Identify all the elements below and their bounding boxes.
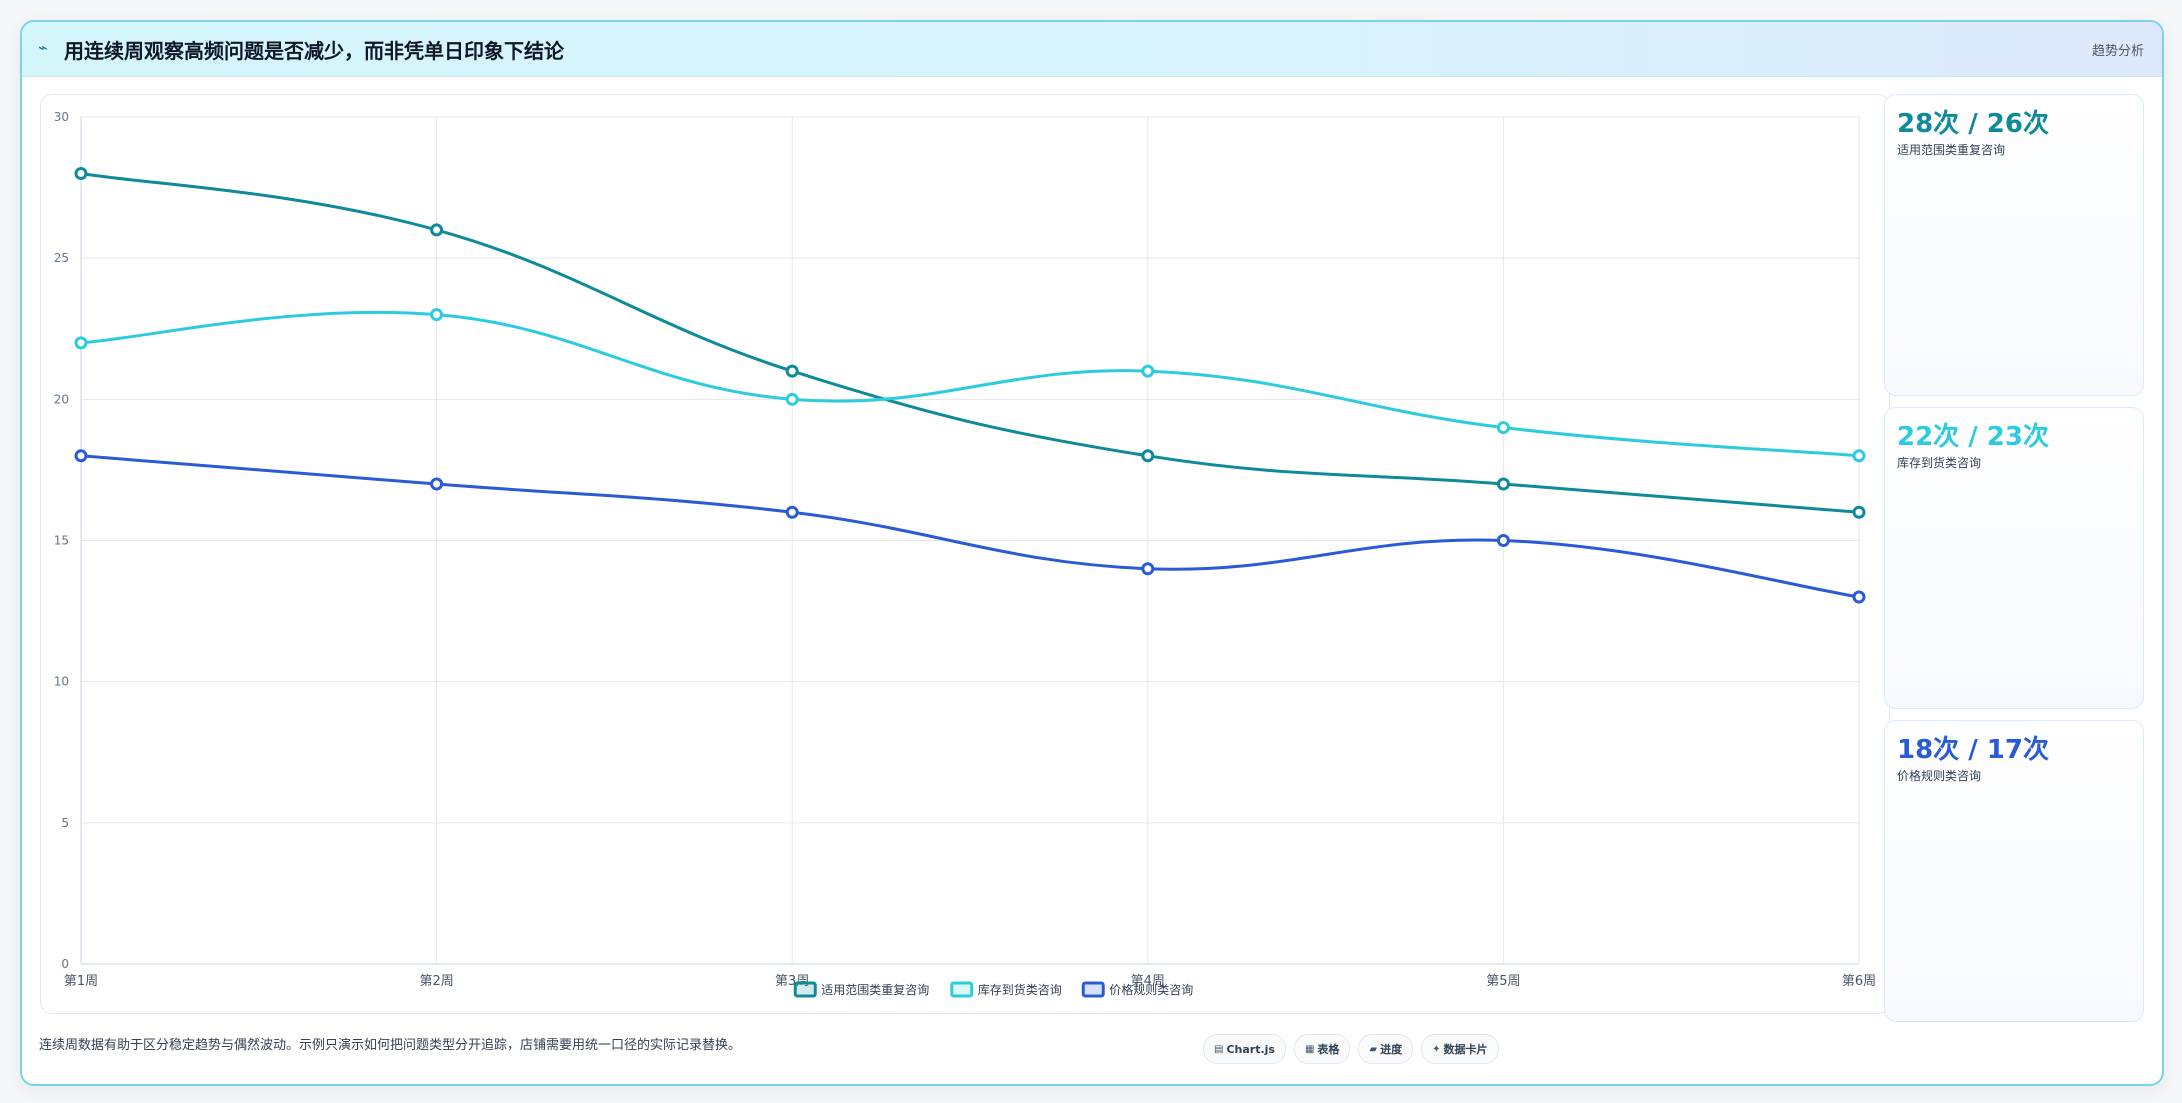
- chart-icon: ▤: [1214, 1043, 1224, 1055]
- stat-card-price: 18次 / 17次 价格规则类咨询: [1884, 720, 2144, 1022]
- dashboard-frame: ⌁ 用连续周观察高频问题是否减少，而非凭单日印象下结论 趋势分析 0 5 10 15 2…: [20, 20, 2164, 1086]
- progress-button[interactable]: ▰ 进度: [1358, 1034, 1414, 1064]
- y-tick-label: 5: [61, 816, 69, 830]
- x-tick-label: 第3周: [775, 974, 809, 989]
- series-line-3: [80, 454, 1860, 599]
- chartjs-button[interactable]: ▤ Chart.js: [1203, 1034, 1286, 1064]
- x-tick-label: 第4周: [1131, 974, 1165, 989]
- data-point: [1852, 449, 1866, 463]
- footer-button-group: ▤ Chart.js ▦ 表格 ▰ 进度 ✦ 数据卡片: [1203, 1034, 1499, 1064]
- y-tick-label: 0: [61, 957, 69, 971]
- stat-card-stock: 22次 / 23次 库存到货类咨询: [1884, 407, 2144, 709]
- data-point: [1496, 421, 1510, 435]
- button-label: 进度: [1380, 1043, 1403, 1056]
- legend-swatch: [793, 981, 817, 998]
- legend-label: 价格规则类咨询: [1109, 982, 1193, 997]
- page-title: 用连续周观察高频问题是否减少，而非凭单日印象下结论: [64, 39, 564, 63]
- data-point: [785, 505, 799, 519]
- trend-chart-icon: ⌁: [38, 38, 48, 57]
- y-tick-label: 15: [54, 534, 69, 548]
- stat-value: 18次 / 17次: [1897, 735, 2049, 765]
- table-button[interactable]: ▦ 表格: [1293, 1034, 1351, 1064]
- legend-label: 适用范围类重复咨询: [821, 982, 929, 997]
- data-point: [1852, 590, 1866, 604]
- table-icon: ▦: [1304, 1043, 1315, 1055]
- data-point: [74, 166, 88, 180]
- data-card-button[interactable]: ✦ 数据卡片: [1421, 1034, 1499, 1064]
- data-point: [74, 449, 88, 463]
- card-icon: ✦: [1432, 1043, 1441, 1055]
- x-tick-label: 第2周: [419, 974, 453, 989]
- stat-label: 价格规则类咨询: [1897, 769, 1982, 783]
- y-tick-label: 30: [54, 110, 69, 124]
- x-tick-label: 第6周: [1842, 974, 1876, 989]
- y-tick-label: 20: [54, 392, 69, 406]
- header-tag: 趋势分析: [2091, 44, 2144, 59]
- y-tick-label: 10: [54, 675, 69, 689]
- stat-value: 28次 / 26次: [1897, 109, 2049, 139]
- progress-icon: ▰: [1369, 1043, 1378, 1055]
- x-tick-label: 第5周: [1486, 974, 1520, 989]
- legend-swatch: [950, 981, 974, 998]
- stat-label: 库存到货类咨询: [1897, 456, 1982, 470]
- header-bar: ⌁ 用连续周观察高频问题是否减少，而非凭单日印象下结论 趋势分析: [22, 22, 2162, 77]
- data-point: [1496, 534, 1510, 547]
- data-point: [785, 392, 799, 406]
- series-line-1: [80, 171, 1860, 514]
- y-tick-label: 25: [54, 251, 69, 265]
- data-point: [74, 336, 88, 350]
- series-line-2: [80, 310, 1860, 458]
- data-point: [1141, 562, 1155, 576]
- stat-card-scope: 28次 / 26次 适用范围类重复咨询: [1884, 94, 2144, 396]
- legend-swatch: [1081, 981, 1105, 998]
- data-point: [1496, 477, 1510, 491]
- stat-label: 适用范围类重复咨询: [1897, 143, 2006, 157]
- stat-value: 22次 / 23次: [1897, 422, 2049, 452]
- data-point: [1852, 505, 1866, 519]
- data-point: [430, 477, 444, 491]
- data-point: [430, 308, 444, 322]
- button-label: 表格: [1317, 1043, 1340, 1056]
- data-point: [430, 223, 444, 237]
- button-label: 数据卡片: [1443, 1043, 1488, 1056]
- footer-note: 连续周数据有助于区分稳定趋势与偶然波动。示例只演示如何把问题类型分开追踪，店铺需…: [39, 1038, 742, 1053]
- legend-label: 库存到货类咨询: [978, 982, 1062, 997]
- data-point: [1141, 364, 1155, 378]
- x-tick-label: 第1周: [64, 974, 98, 989]
- data-point: [785, 364, 799, 378]
- button-label: Chart.js: [1226, 1042, 1275, 1056]
- chart-card: 0 5 10 15 20 25 30 第1周 第2周 第3周 第4周 第5周 第6周适用范围类重复咨询 库…: [40, 94, 1890, 1014]
- data-point: [1141, 449, 1155, 463]
